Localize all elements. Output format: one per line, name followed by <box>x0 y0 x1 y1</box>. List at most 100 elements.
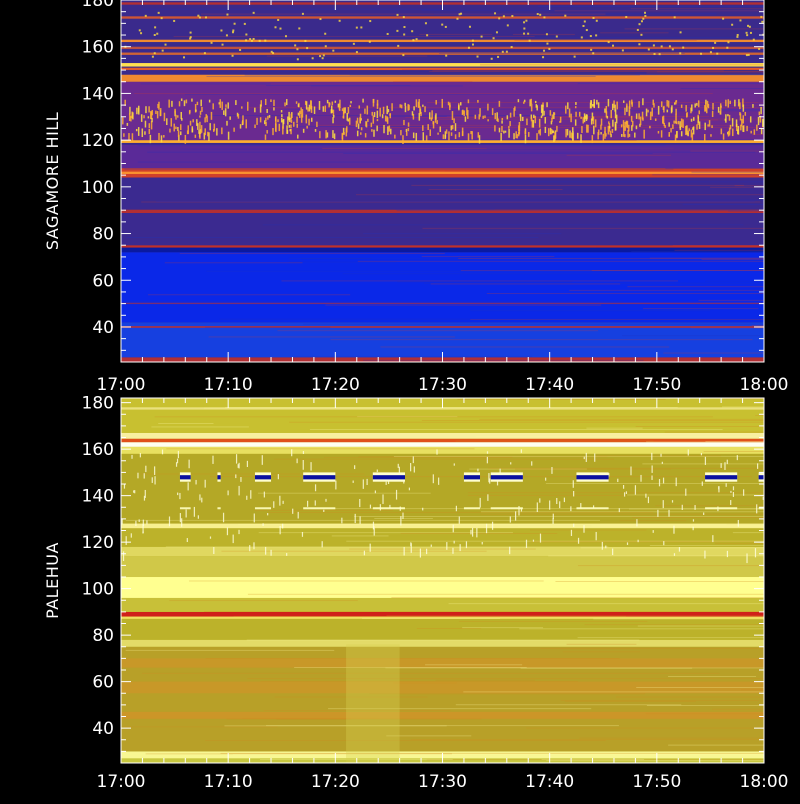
speckle-mark <box>420 549 421 558</box>
speckle-mark <box>126 536 127 545</box>
speckle-mark <box>685 105 687 112</box>
speckle-mark <box>152 56 154 58</box>
speckle-mark <box>175 127 177 130</box>
texture-streak <box>470 310 710 311</box>
speckle-mark <box>538 130 540 134</box>
speckle-mark <box>212 456 213 464</box>
texture-streak <box>526 728 764 729</box>
texture-streak <box>514 40 696 41</box>
speckle-mark <box>335 481 336 490</box>
texture-streak <box>578 637 764 638</box>
speckle-mark <box>238 114 240 119</box>
speckle-mark <box>698 116 700 122</box>
texture-streak <box>174 36 535 37</box>
texture-streak <box>294 356 532 357</box>
speckle-mark <box>253 38 255 40</box>
speckle-mark <box>165 44 167 46</box>
speckle-mark <box>435 100 437 105</box>
event-mark <box>705 507 737 509</box>
texture-streak <box>513 34 575 35</box>
texture-streak <box>546 483 764 484</box>
speckle-mark <box>567 129 569 136</box>
speckle-mark <box>543 50 545 52</box>
speckle-mark <box>676 131 678 138</box>
speckle-mark <box>396 30 398 32</box>
speckle-mark <box>442 99 444 108</box>
speckle-mark <box>220 30 222 32</box>
speckle-mark <box>245 34 247 36</box>
speckle-mark <box>533 540 534 542</box>
speckle-mark <box>737 34 739 36</box>
speckle-mark <box>370 544 371 552</box>
speckle-mark <box>710 134 712 137</box>
speckle-mark <box>494 113 496 119</box>
speckle-mark <box>476 528 477 537</box>
speckle-mark <box>600 125 602 130</box>
speckle-mark <box>725 100 727 107</box>
texture-streak <box>646 73 764 74</box>
texture-streak <box>546 760 764 761</box>
speckle-mark <box>377 470 378 473</box>
texture-streak <box>638 626 764 627</box>
texture-streak <box>624 29 764 30</box>
speckle-mark <box>162 50 164 52</box>
speckle-mark <box>200 100 202 107</box>
speckle-mark <box>500 133 502 141</box>
texture-streak <box>431 284 621 285</box>
x-tick-label: 17:50 <box>632 772 681 792</box>
speckle-mark <box>487 119 489 121</box>
speckle-mark <box>158 12 160 14</box>
speckle-mark <box>227 527 228 535</box>
speckle-mark <box>265 134 267 139</box>
speckle-mark <box>123 551 124 561</box>
speckle-mark <box>564 15 566 17</box>
speckle-mark <box>669 45 671 47</box>
texture-streak <box>350 75 764 76</box>
speckle-mark <box>548 128 550 136</box>
speckle-mark <box>151 121 153 129</box>
texture-streak <box>668 676 756 677</box>
texture-streak <box>567 155 671 156</box>
speckle-mark <box>291 114 293 120</box>
speckle-mark <box>298 104 300 107</box>
speckle-mark <box>502 51 504 53</box>
speckle-mark <box>394 135 396 139</box>
x-tick-label: 17:10 <box>204 375 253 395</box>
speckle-mark <box>289 125 291 128</box>
texture-streak <box>595 455 721 456</box>
speckle-mark <box>627 121 629 129</box>
speckle-mark <box>285 35 287 37</box>
texture-streak <box>281 281 678 282</box>
speckle-mark <box>400 516 401 525</box>
speckle-mark <box>354 465 355 469</box>
speckle-mark <box>304 40 306 42</box>
speckle-mark <box>600 132 602 134</box>
speckle-mark <box>598 129 600 135</box>
speckle-mark <box>132 133 134 140</box>
speckle-mark <box>329 103 331 106</box>
speckle-mark <box>727 41 729 43</box>
speckle-mark <box>223 110 225 115</box>
speckle-mark <box>460 544 461 551</box>
speckle-mark <box>658 131 660 134</box>
speckle-mark <box>570 114 572 123</box>
speckle-mark <box>315 500 316 505</box>
texture-streak <box>741 689 764 690</box>
speckle-mark <box>177 493 178 496</box>
speckle-mark <box>179 101 181 106</box>
texture-streak <box>468 495 626 496</box>
texture-streak <box>247 640 640 641</box>
speckle-mark <box>446 542 447 550</box>
speckle-mark <box>156 33 158 35</box>
speckle-mark <box>497 118 499 122</box>
texture-streak <box>548 556 764 557</box>
y-tick-label: 60 <box>92 673 114 693</box>
texture-streak <box>169 600 358 601</box>
speckle-mark <box>422 105 424 107</box>
texture-streak <box>289 262 397 263</box>
speckle-mark <box>397 14 399 16</box>
speckle-mark <box>736 36 738 38</box>
speckle-mark <box>360 132 362 134</box>
speckle-mark <box>759 112 761 116</box>
speckle-mark <box>297 459 298 464</box>
